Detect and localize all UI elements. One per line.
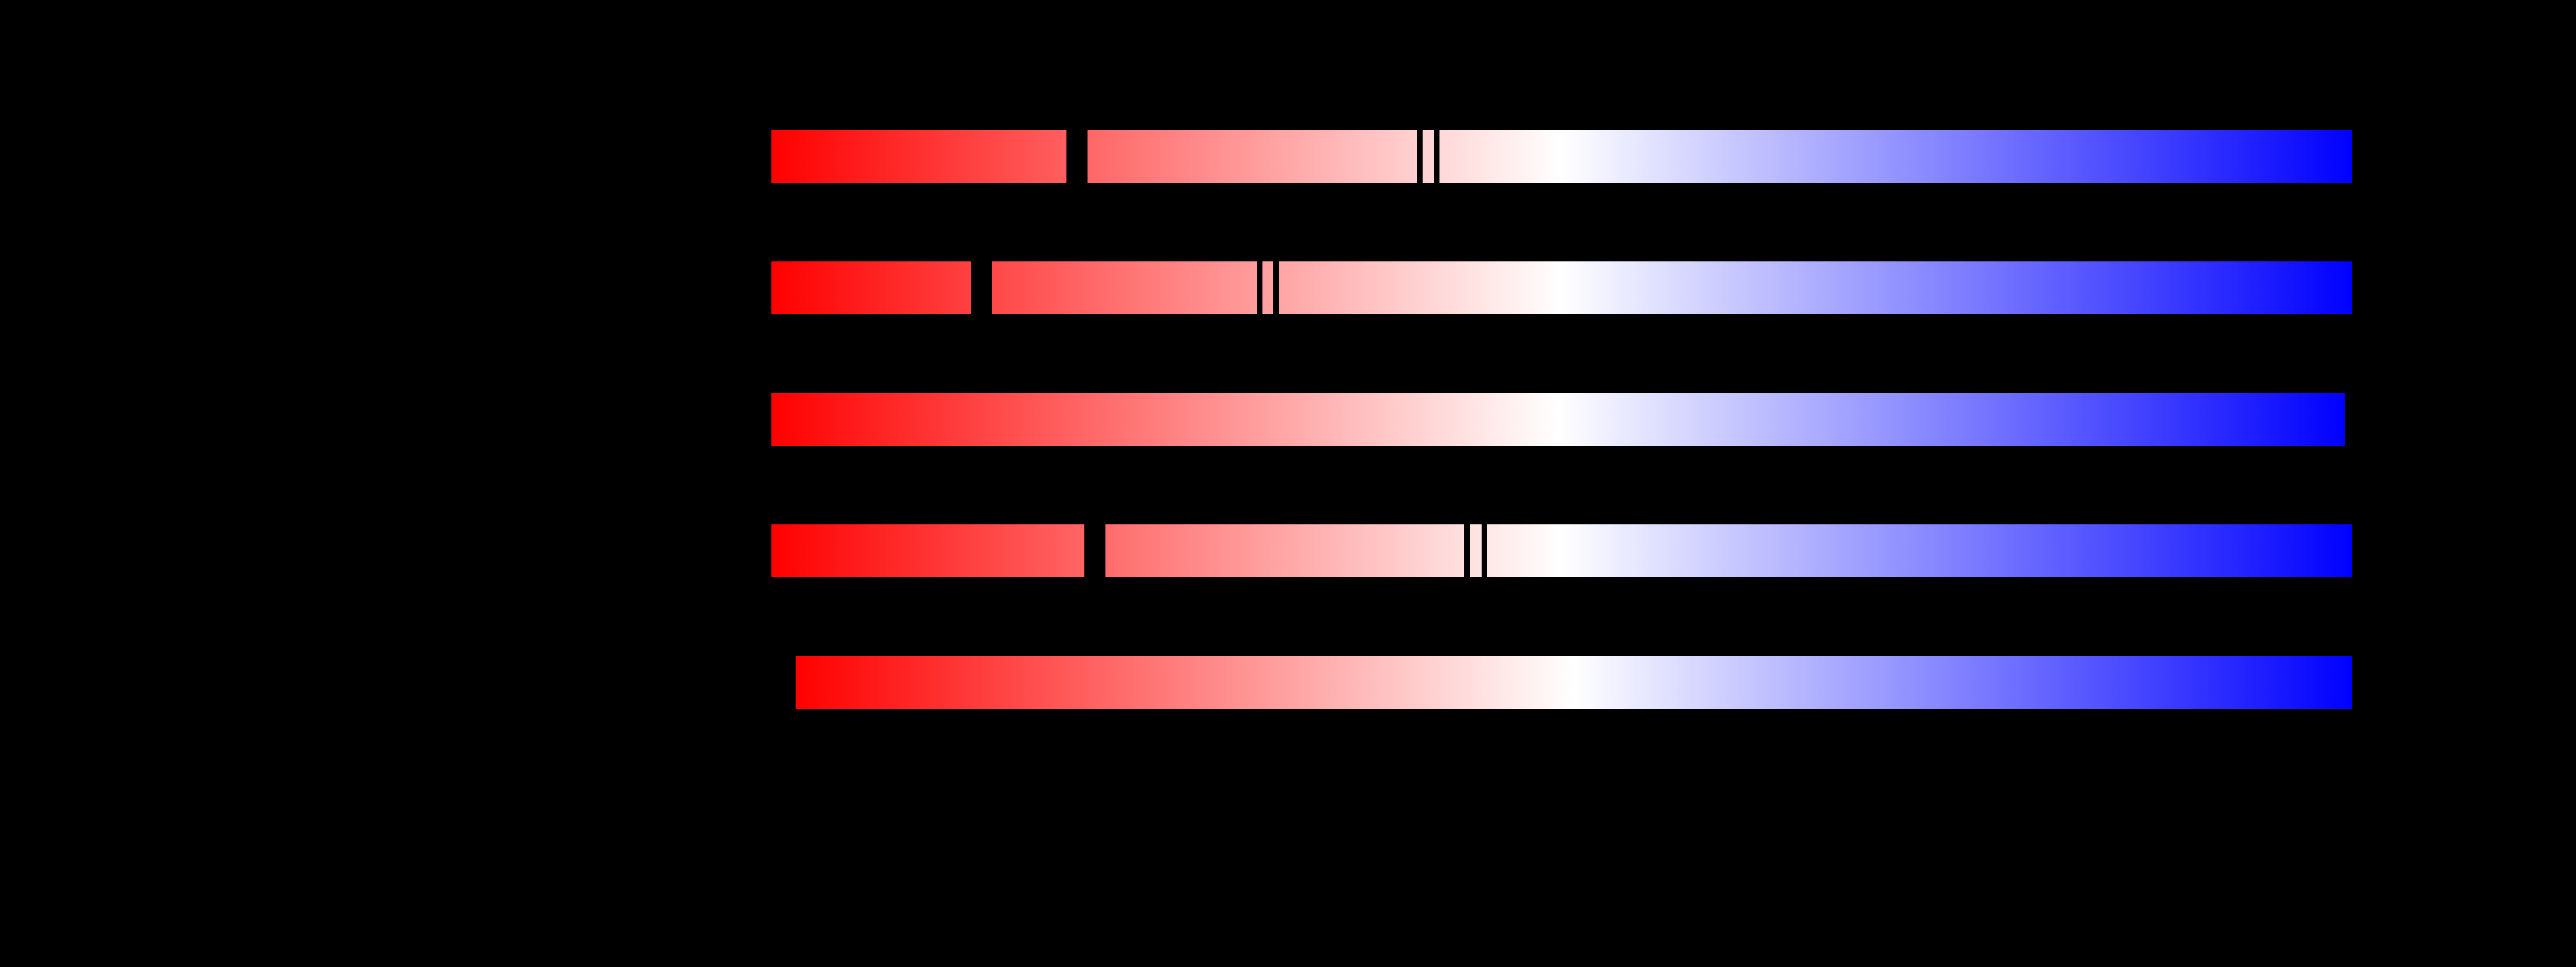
- gap-marker: [1084, 524, 1105, 578]
- gradient-interval-bar-row3: [771, 393, 2345, 446]
- tick-marker: [1482, 524, 1487, 578]
- tick-marker: [1417, 130, 1423, 183]
- gradient-interval-bar-row5: [796, 656, 2352, 709]
- tick-marker: [1257, 261, 1262, 315]
- tick-marker: [1434, 130, 1439, 183]
- gradient-interval-bar-row1: [771, 130, 2352, 183]
- gap-marker: [971, 261, 992, 315]
- gradient-interval-bar-row4: [771, 524, 2352, 578]
- tick-marker: [1273, 261, 1279, 315]
- gradient-interval-bar-row2: [771, 261, 2352, 315]
- gap-marker: [1066, 130, 1088, 183]
- tick-marker: [1464, 524, 1470, 578]
